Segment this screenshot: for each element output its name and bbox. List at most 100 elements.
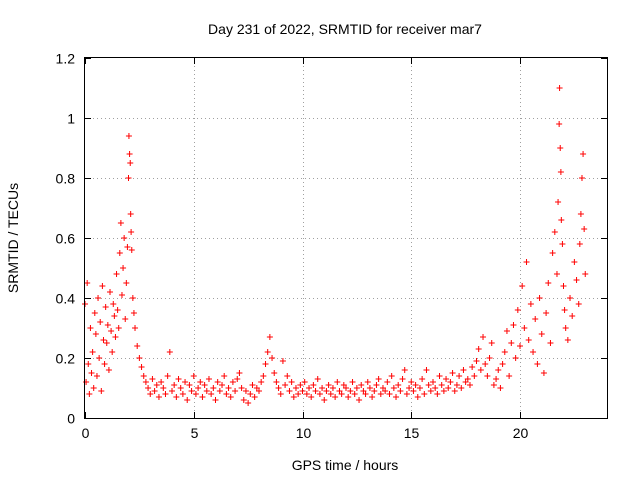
data-point — [92, 331, 99, 337]
data-point — [561, 307, 568, 313]
y-tick-label: 0.8 — [56, 171, 76, 187]
data-point — [323, 388, 330, 394]
data-point — [523, 259, 530, 265]
data-point — [471, 373, 478, 379]
data-point — [236, 370, 243, 376]
data-point — [423, 367, 430, 373]
data-point — [464, 376, 471, 382]
data-point — [117, 220, 124, 226]
data-point — [384, 379, 391, 385]
data-point — [538, 331, 545, 337]
data-point — [219, 382, 226, 388]
tick-labels: 0 5 10 15 20 0 0.2 0.4 0.6 0.8 1 1.2 — [56, 51, 529, 442]
data-point — [142, 379, 149, 385]
data-point — [273, 379, 280, 385]
x-tick-label: 15 — [404, 425, 420, 441]
data-point — [512, 355, 519, 361]
x-tick-label: 0 — [82, 425, 90, 441]
data-point — [140, 373, 147, 379]
data-point — [107, 289, 114, 295]
data-point — [499, 361, 506, 367]
data-point — [562, 325, 569, 331]
data-point — [138, 364, 145, 370]
data-point — [101, 361, 108, 367]
x-tick-label: 5 — [191, 425, 199, 441]
data-point — [292, 385, 299, 391]
data-point — [556, 121, 563, 127]
data-point — [130, 310, 137, 316]
data-point — [397, 388, 404, 394]
data-point — [460, 367, 467, 373]
data-point — [118, 292, 125, 298]
data-point — [108, 328, 115, 334]
data-point — [238, 385, 245, 391]
data-point — [227, 394, 234, 400]
data-point — [390, 385, 397, 391]
data-point — [310, 382, 317, 388]
data-point — [303, 391, 310, 397]
data-point — [125, 175, 132, 181]
y-axis-label: SRMTID / TECUs — [5, 183, 21, 293]
data-point — [349, 379, 356, 385]
data-point — [401, 367, 408, 373]
data-point — [127, 211, 134, 217]
y-tick-label: 1.2 — [56, 51, 76, 67]
data-point — [490, 382, 497, 388]
data-point — [129, 295, 136, 301]
data-point — [371, 388, 378, 394]
data-point — [205, 376, 212, 382]
data-point — [295, 391, 302, 397]
data-point — [449, 370, 456, 376]
data-point — [288, 379, 295, 385]
data-point — [443, 376, 450, 382]
data-point — [112, 334, 119, 340]
data-point — [488, 340, 495, 346]
data-point — [445, 385, 452, 391]
data-point — [549, 250, 556, 256]
data-point — [123, 280, 130, 286]
data-point — [427, 388, 434, 394]
data-point — [321, 397, 328, 403]
data-point — [447, 379, 454, 385]
data-point — [456, 373, 463, 379]
y-tick-label: 1 — [67, 111, 75, 127]
data-point — [212, 397, 219, 403]
data-point — [100, 337, 107, 343]
data-point — [171, 382, 178, 388]
data-point — [177, 385, 184, 391]
data-point — [351, 391, 358, 397]
data-point — [410, 388, 417, 394]
x-tick-label: 10 — [296, 425, 312, 441]
data-point — [473, 358, 480, 364]
data-point — [421, 391, 428, 397]
data-point — [377, 391, 384, 397]
data-point — [99, 283, 106, 289]
data-point — [203, 388, 210, 394]
data-point — [242, 388, 249, 394]
data-point — [90, 385, 97, 391]
data-point — [111, 313, 118, 319]
data-point — [87, 325, 94, 331]
data-point — [225, 385, 232, 391]
data-point — [301, 379, 308, 385]
data-point — [232, 388, 239, 394]
data-point — [158, 379, 165, 385]
data-point — [475, 346, 482, 352]
data-point — [567, 295, 574, 301]
data-point — [128, 247, 135, 253]
data-point — [89, 349, 96, 355]
data-point — [197, 379, 204, 385]
data-point — [325, 382, 332, 388]
data-point — [582, 271, 589, 277]
data-point — [175, 376, 182, 382]
data-point — [208, 391, 215, 397]
data-point — [282, 382, 289, 388]
data-point — [179, 391, 186, 397]
data-point — [338, 391, 345, 397]
data-point — [275, 385, 282, 391]
data-point — [199, 394, 206, 400]
data-point — [98, 388, 105, 394]
data-point — [510, 322, 517, 328]
